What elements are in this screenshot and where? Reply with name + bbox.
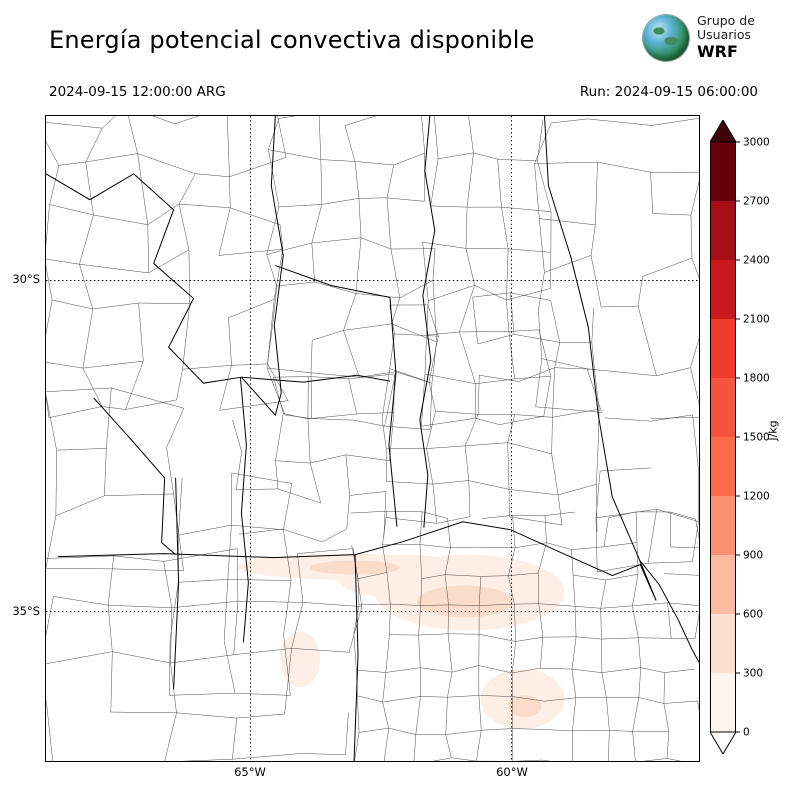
svg-text:0: 0 [743, 727, 750, 739]
lon-tick-60W: 60°W [496, 765, 528, 779]
logo-text: Grupo de Usuarios WRF [697, 13, 755, 61]
logo-line-1: Grupo de [697, 13, 755, 28]
globe-icon [643, 14, 689, 61]
svg-text:3000: 3000 [743, 137, 770, 149]
logo-line-wrf: WRF [697, 41, 738, 61]
lat-tick-35S: 35°S [12, 604, 40, 618]
run-time-label: Run: 2024-09-15 06:00:00 [579, 84, 758, 100]
valid-time-label: 2024-09-15 12:00:00 ARG [49, 84, 226, 100]
svg-text:600: 600 [743, 609, 763, 621]
svg-text:1500: 1500 [743, 432, 770, 444]
svg-text:2400: 2400 [743, 255, 770, 267]
svg-text:300: 300 [743, 668, 763, 680]
svg-text:900: 900 [743, 550, 763, 562]
wrf-logo: Grupo de Usuarios WRF [643, 13, 755, 61]
page-title: Energía potencial convectiva disponible [49, 26, 535, 54]
svg-text:1800: 1800 [743, 373, 770, 385]
svg-text:2700: 2700 [743, 196, 770, 208]
logo-line-2: Usuarios [697, 27, 752, 43]
map-canvas [45, 115, 700, 762]
lon-tick-65W: 65°W [234, 765, 266, 779]
svg-text:1200: 1200 [743, 491, 770, 503]
colorbar-units-label: J/kg [766, 420, 780, 441]
svg-text:2100: 2100 [743, 314, 770, 326]
colorbar: 0 300 600 900 1200 1500 1800 2100 2400 2700 3000 [709, 119, 790, 758]
lat-tick-30S: 30°S [12, 272, 40, 286]
